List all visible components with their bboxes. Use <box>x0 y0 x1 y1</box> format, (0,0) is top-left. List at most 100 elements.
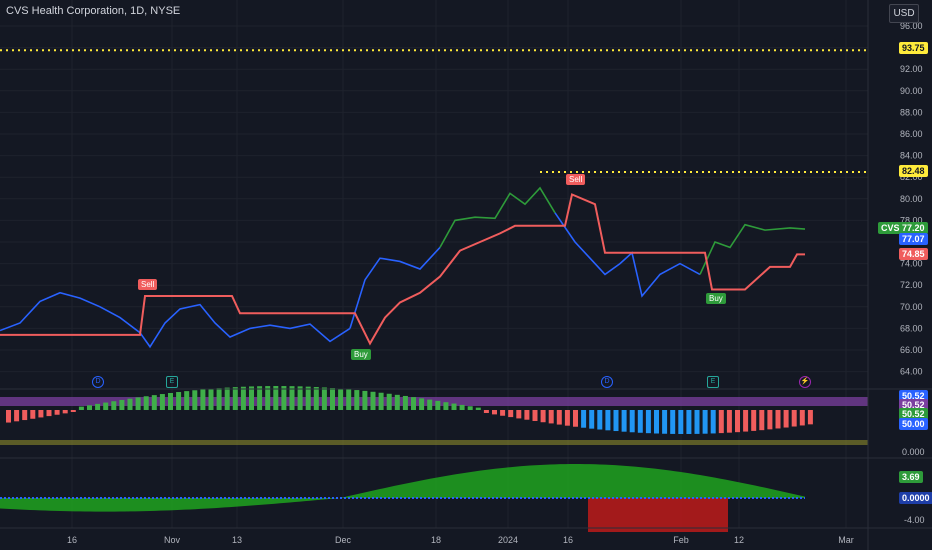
osc1-bar <box>232 387 238 410</box>
osc1-bar <box>492 410 497 415</box>
symbol-tag: CVS <box>878 222 903 234</box>
osc1-bar <box>386 393 392 410</box>
osc1-bar <box>216 388 222 410</box>
osc1-bar <box>135 397 141 410</box>
time-tick: 16 <box>67 535 77 545</box>
time-tick: Mar <box>838 535 854 545</box>
osc1-bar <box>70 410 76 412</box>
osc1-bar <box>224 387 230 410</box>
time-tick: 13 <box>232 535 242 545</box>
osc1-bar <box>394 394 400 410</box>
osc1-bar <box>330 387 335 410</box>
osc1-bar <box>208 388 214 410</box>
price-pane[interactable] <box>0 49 868 349</box>
sell-signal: Sell <box>566 174 586 185</box>
osc1-bar <box>629 410 635 433</box>
osc1-bar <box>6 410 11 423</box>
osc1-bar <box>411 397 416 410</box>
price-tick: 78.00 <box>900 215 923 225</box>
upper-level-label: 93.75 <box>899 42 928 54</box>
trailing-stop-line <box>0 193 805 346</box>
osc1-bar <box>597 410 603 430</box>
dividend-event-icon[interactable]: D <box>601 376 613 388</box>
osc1-bar <box>751 410 757 431</box>
price-trace <box>554 212 701 298</box>
osc1-bar <box>313 387 319 410</box>
dividend-event-icon[interactable]: D <box>92 376 104 388</box>
osc1-bar <box>87 405 92 410</box>
earnings-event-icon[interactable]: E <box>166 376 178 388</box>
price-trace <box>0 291 351 349</box>
osc1-bar <box>378 392 384 410</box>
osc1-bar <box>240 386 246 410</box>
osc1-bar <box>475 407 481 410</box>
osc1-bar <box>159 394 165 410</box>
osc1-bar <box>54 410 60 415</box>
osc1-bar <box>702 410 708 434</box>
osc1-bar <box>38 410 44 418</box>
price-tick: 70.00 <box>900 302 923 312</box>
price-tick: 88.00 <box>900 107 923 117</box>
price-tick: 66.00 <box>900 345 923 355</box>
time-tick: Nov <box>164 535 181 545</box>
osc1-bar <box>710 410 716 434</box>
osc1-bar <box>694 410 700 434</box>
osc1-bar <box>297 386 303 410</box>
osc1-bar <box>435 400 441 410</box>
price-trace <box>349 246 441 329</box>
sell-signal: Sell <box>138 279 158 290</box>
osc1-bar <box>127 398 133 410</box>
osc1-bar <box>200 389 206 410</box>
osc1-bar <box>249 386 254 410</box>
time-tick: Dec <box>335 535 352 545</box>
osc1-bar <box>718 410 724 434</box>
earnings-event-icon[interactable]: E <box>707 376 719 388</box>
osc1-bar <box>735 410 740 433</box>
price-tick: 86.00 <box>900 129 923 139</box>
osc1-bar <box>273 386 279 410</box>
price-tick: 74.00 <box>900 259 923 269</box>
chart-title: CVS Health Corporation, 1D, NYSE <box>6 5 181 17</box>
osc2-value: 3.69 <box>899 471 923 483</box>
osc1-bar <box>451 403 457 410</box>
price-axis[interactable]: 96.0094.0092.0090.0088.0086.0084.0082.00… <box>900 21 923 377</box>
time-axis[interactable]: 16 Nov 13 Dec 18 2024 16 Feb 12 Mar <box>67 535 854 545</box>
osc1-bar <box>111 401 117 410</box>
osc1-bar <box>427 399 433 410</box>
osc1-bar <box>22 410 28 421</box>
price-tick: 68.00 <box>900 323 923 333</box>
osc1-bar <box>799 410 805 426</box>
osc1-bar <box>670 410 676 434</box>
price-tick: 80.00 <box>900 194 923 204</box>
lightning-event-icon[interactable]: ⚡ <box>799 376 811 388</box>
osc1-bar <box>613 410 619 432</box>
stop-level-label: 74.85 <box>899 248 928 260</box>
osc1-bar <box>743 410 749 432</box>
osc1-bar <box>807 410 813 425</box>
secondary-price-label: 77.07 <box>899 233 928 245</box>
osc1-bar <box>581 410 587 428</box>
osc1-bar <box>30 410 36 419</box>
time-tick: Feb <box>673 535 689 545</box>
osc1-bar <box>645 410 651 434</box>
osc2-low-tick: -4.00 <box>904 515 925 525</box>
time-tick: 16 <box>563 535 573 545</box>
price-tick: 82.00 <box>900 172 923 182</box>
osc1-bar <box>540 410 546 423</box>
price-tick: 90.00 <box>900 86 923 96</box>
osc1-value: 50.00 <box>899 418 928 430</box>
osc1-bar <box>573 410 578 427</box>
osc1-bar <box>305 386 311 410</box>
buy-signal: Buy <box>351 349 371 360</box>
osc1-bar <box>62 410 68 414</box>
osc1-bar <box>78 406 84 410</box>
oscillator-pane-1 <box>0 386 868 445</box>
osc1-bar <box>265 386 271 410</box>
osc1-bar <box>346 389 352 410</box>
osc1-bar <box>119 399 125 410</box>
osc1-bar <box>508 410 514 418</box>
currency-button[interactable]: USD <box>889 4 919 23</box>
osc1-zero-tick: 0.000 <box>902 447 925 457</box>
osc1-bar <box>281 386 287 410</box>
